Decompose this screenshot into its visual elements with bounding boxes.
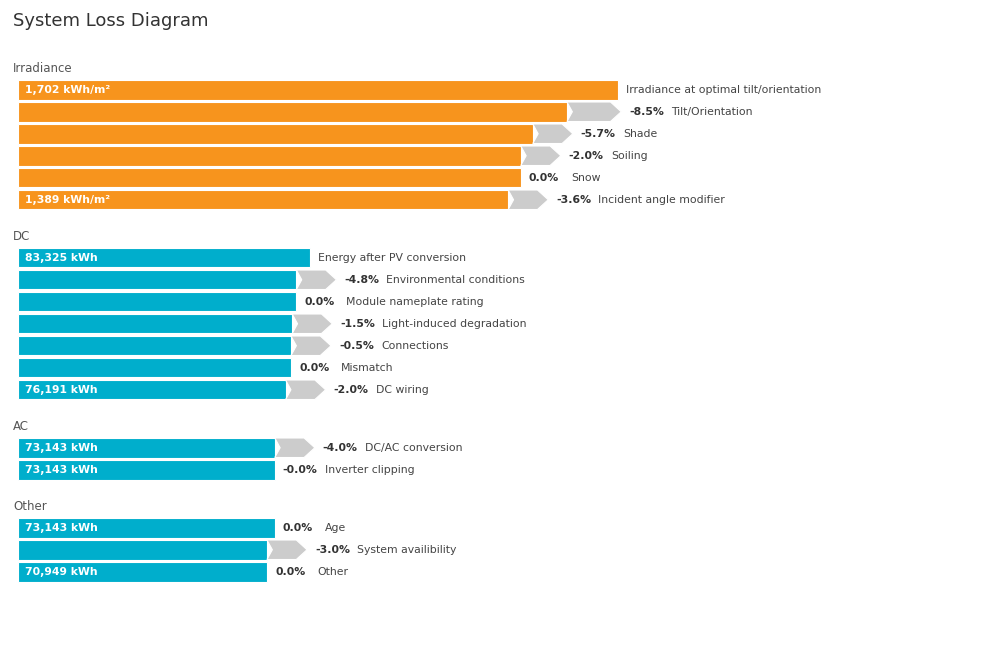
Text: -5.7%: -5.7% — [581, 129, 616, 139]
Text: Age: Age — [325, 523, 346, 533]
Text: DC: DC — [13, 230, 30, 243]
Bar — [18, 438, 275, 457]
Text: 0.0%: 0.0% — [299, 363, 330, 373]
Bar — [18, 540, 267, 560]
Text: -0.5%: -0.5% — [339, 340, 374, 351]
Text: Soiling: Soiling — [611, 151, 647, 161]
Text: Incident angle modifier: Incident angle modifier — [598, 195, 725, 205]
Bar — [18, 146, 521, 165]
Text: Other: Other — [317, 567, 348, 577]
Text: -2.0%: -2.0% — [569, 151, 604, 161]
Text: -0.0%: -0.0% — [283, 464, 318, 475]
Text: 1,389 kWh/m²: 1,389 kWh/m² — [25, 195, 110, 205]
Text: -3.6%: -3.6% — [556, 195, 591, 205]
Text: Irradiance at optimal tilt/orientation: Irradiance at optimal tilt/orientation — [626, 85, 822, 94]
Text: Environmental conditions: Environmental conditions — [387, 275, 525, 285]
Polygon shape — [533, 124, 573, 144]
Text: 1,702 kWh/m²: 1,702 kWh/m² — [25, 85, 110, 94]
Polygon shape — [297, 270, 337, 289]
Bar — [18, 124, 533, 144]
Bar — [18, 292, 297, 312]
Text: System Loss Diagram: System Loss Diagram — [13, 12, 208, 30]
Polygon shape — [508, 190, 548, 209]
Text: System availibility: System availibility — [357, 544, 456, 555]
Text: 76,191 kWh: 76,191 kWh — [25, 385, 97, 395]
Bar — [18, 358, 291, 377]
Bar — [18, 562, 267, 581]
Bar — [18, 80, 618, 100]
Text: 73,143 kWh: 73,143 kWh — [25, 443, 98, 453]
Text: AC: AC — [13, 420, 29, 433]
Bar — [18, 248, 311, 268]
Polygon shape — [291, 336, 331, 356]
Bar — [18, 102, 567, 121]
Polygon shape — [521, 146, 561, 165]
Bar — [18, 380, 286, 400]
Bar — [18, 168, 521, 188]
Text: 73,143 kWh: 73,143 kWh — [25, 464, 98, 475]
Polygon shape — [286, 380, 326, 400]
Text: -2.0%: -2.0% — [334, 385, 369, 395]
Bar — [18, 314, 293, 333]
Text: -4.0%: -4.0% — [323, 443, 358, 453]
Text: 0.0%: 0.0% — [305, 297, 335, 307]
Text: -3.0%: -3.0% — [315, 544, 350, 555]
Text: Energy after PV conversion: Energy after PV conversion — [319, 253, 466, 263]
Bar — [18, 460, 275, 480]
Text: Shade: Shade — [623, 129, 657, 139]
Polygon shape — [567, 102, 621, 121]
Text: Tilt/Orientation: Tilt/Orientation — [671, 107, 753, 117]
Polygon shape — [267, 540, 307, 560]
Text: Irradiance: Irradiance — [13, 62, 72, 75]
Polygon shape — [293, 314, 333, 333]
Text: 0.0%: 0.0% — [275, 567, 306, 577]
Text: Mismatch: Mismatch — [341, 363, 394, 373]
Text: DC wiring: DC wiring — [376, 385, 428, 395]
Bar — [18, 518, 275, 537]
Text: -1.5%: -1.5% — [341, 319, 375, 329]
Text: DC/AC conversion: DC/AC conversion — [365, 443, 462, 453]
Text: Connections: Connections — [381, 340, 448, 351]
Bar — [18, 336, 291, 356]
Bar — [18, 270, 297, 289]
Text: 70,949 kWh: 70,949 kWh — [25, 567, 97, 577]
Bar — [18, 190, 508, 209]
Text: 0.0%: 0.0% — [529, 173, 559, 183]
Text: -4.8%: -4.8% — [345, 275, 380, 285]
Text: Module nameplate rating: Module nameplate rating — [347, 297, 484, 307]
Text: Snow: Snow — [571, 173, 600, 183]
Text: 73,143 kWh: 73,143 kWh — [25, 523, 98, 533]
Text: Other: Other — [13, 500, 47, 513]
Text: Inverter clipping: Inverter clipping — [325, 464, 415, 475]
Text: Light-induced degradation: Light-induced degradation — [382, 319, 527, 329]
Text: 0.0%: 0.0% — [283, 523, 313, 533]
Text: 83,325 kWh: 83,325 kWh — [25, 253, 98, 263]
Text: -8.5%: -8.5% — [629, 107, 664, 117]
Polygon shape — [275, 438, 315, 457]
